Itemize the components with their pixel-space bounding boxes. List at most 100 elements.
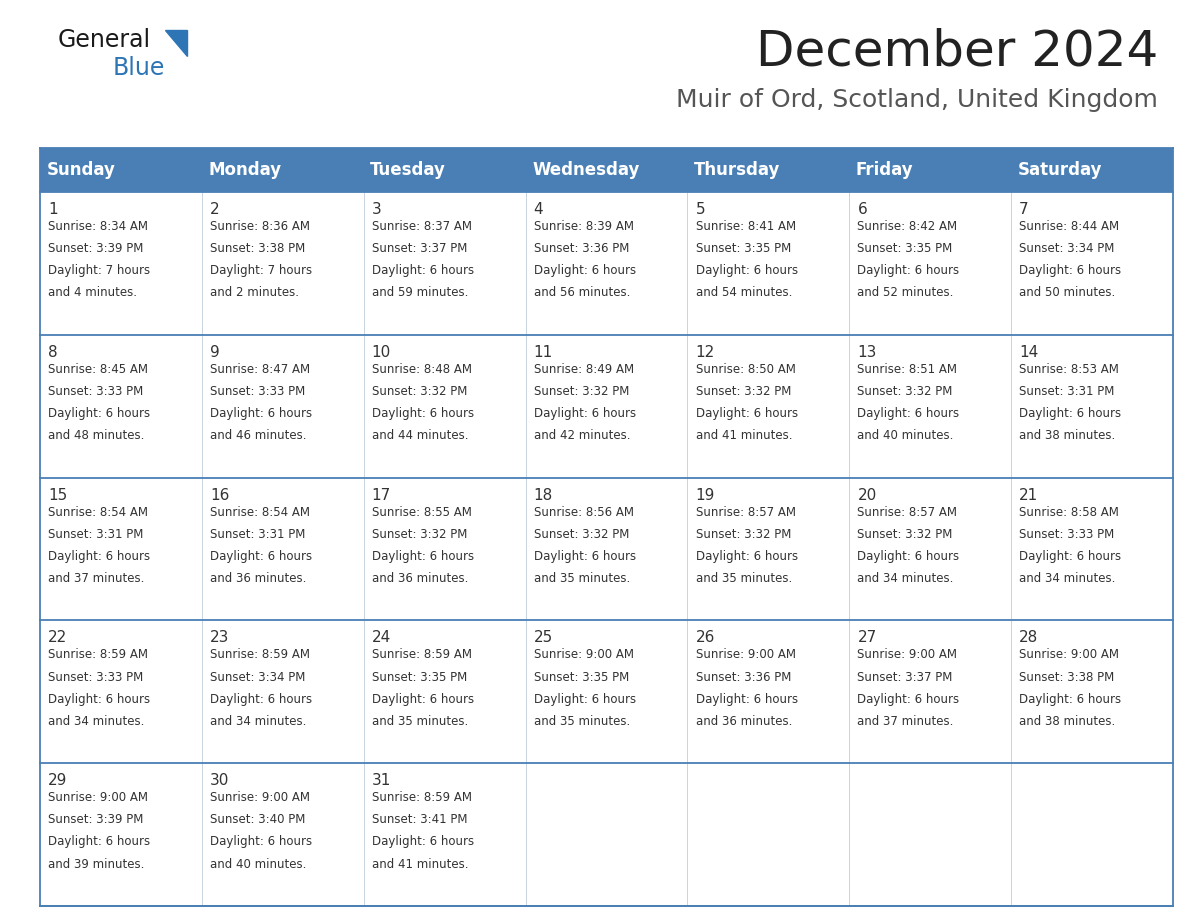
Text: 31: 31 xyxy=(372,773,391,789)
Text: Sunrise: 8:59 AM: Sunrise: 8:59 AM xyxy=(372,791,472,804)
Text: Daylight: 6 hours: Daylight: 6 hours xyxy=(533,550,636,563)
Text: 3: 3 xyxy=(372,202,381,217)
Text: and 35 minutes.: and 35 minutes. xyxy=(533,715,630,728)
Text: Sunset: 3:36 PM: Sunset: 3:36 PM xyxy=(695,670,791,684)
Text: Daylight: 6 hours: Daylight: 6 hours xyxy=(858,550,960,563)
Text: Sunrise: 8:44 AM: Sunrise: 8:44 AM xyxy=(1019,220,1119,233)
Text: Sunset: 3:31 PM: Sunset: 3:31 PM xyxy=(48,528,144,541)
Text: and 34 minutes.: and 34 minutes. xyxy=(210,715,307,728)
Text: and 37 minutes.: and 37 minutes. xyxy=(48,572,145,585)
Text: and 54 minutes.: and 54 minutes. xyxy=(695,286,792,299)
Text: Sunset: 3:31 PM: Sunset: 3:31 PM xyxy=(210,528,305,541)
Text: Sunset: 3:32 PM: Sunset: 3:32 PM xyxy=(695,385,791,397)
Text: and 36 minutes.: and 36 minutes. xyxy=(210,572,307,585)
Text: Sunrise: 8:49 AM: Sunrise: 8:49 AM xyxy=(533,363,633,375)
Bar xyxy=(40,477,1173,621)
Text: Sunset: 3:35 PM: Sunset: 3:35 PM xyxy=(858,242,953,255)
Text: Sunset: 3:33 PM: Sunset: 3:33 PM xyxy=(210,385,305,397)
Text: Sunset: 3:37 PM: Sunset: 3:37 PM xyxy=(372,242,467,255)
Text: Sunset: 3:32 PM: Sunset: 3:32 PM xyxy=(695,528,791,541)
Text: Sunrise: 8:47 AM: Sunrise: 8:47 AM xyxy=(210,363,310,375)
Text: and 41 minutes.: and 41 minutes. xyxy=(372,857,468,870)
Text: Sunrise: 8:58 AM: Sunrise: 8:58 AM xyxy=(1019,506,1119,519)
Text: and 35 minutes.: and 35 minutes. xyxy=(533,572,630,585)
Text: Blue: Blue xyxy=(113,56,165,80)
Text: 20: 20 xyxy=(858,487,877,502)
Text: Daylight: 6 hours: Daylight: 6 hours xyxy=(48,693,150,706)
Bar xyxy=(40,335,1173,477)
Text: Sunrise: 8:51 AM: Sunrise: 8:51 AM xyxy=(858,363,958,375)
Text: Tuesday: Tuesday xyxy=(371,161,446,179)
Text: Thursday: Thursday xyxy=(694,161,781,179)
Text: Muir of Ord, Scotland, United Kingdom: Muir of Ord, Scotland, United Kingdom xyxy=(676,88,1158,112)
Text: Sunrise: 9:00 AM: Sunrise: 9:00 AM xyxy=(695,648,796,661)
Text: 12: 12 xyxy=(695,345,715,360)
Text: Sunset: 3:35 PM: Sunset: 3:35 PM xyxy=(372,670,467,684)
Text: Sunset: 3:33 PM: Sunset: 3:33 PM xyxy=(48,670,144,684)
Text: Daylight: 6 hours: Daylight: 6 hours xyxy=(372,407,474,420)
Text: 16: 16 xyxy=(210,487,229,502)
Text: and 39 minutes.: and 39 minutes. xyxy=(48,857,145,870)
Text: and 38 minutes.: and 38 minutes. xyxy=(1019,715,1116,728)
Text: 24: 24 xyxy=(372,631,391,645)
Text: 1: 1 xyxy=(48,202,58,217)
Text: Sunset: 3:38 PM: Sunset: 3:38 PM xyxy=(1019,670,1114,684)
Text: and 44 minutes.: and 44 minutes. xyxy=(372,430,468,442)
Text: and 40 minutes.: and 40 minutes. xyxy=(858,430,954,442)
Text: Daylight: 6 hours: Daylight: 6 hours xyxy=(1019,407,1121,420)
Text: 7: 7 xyxy=(1019,202,1029,217)
Text: Sunset: 3:32 PM: Sunset: 3:32 PM xyxy=(533,385,628,397)
Text: Sunset: 3:36 PM: Sunset: 3:36 PM xyxy=(533,242,628,255)
Text: Daylight: 6 hours: Daylight: 6 hours xyxy=(695,693,797,706)
Text: Sunrise: 8:54 AM: Sunrise: 8:54 AM xyxy=(210,506,310,519)
Text: Sunrise: 8:48 AM: Sunrise: 8:48 AM xyxy=(372,363,472,375)
Text: Sunset: 3:31 PM: Sunset: 3:31 PM xyxy=(1019,385,1114,397)
Text: and 4 minutes.: and 4 minutes. xyxy=(48,286,137,299)
Text: Daylight: 6 hours: Daylight: 6 hours xyxy=(858,693,960,706)
Text: Sunrise: 9:00 AM: Sunrise: 9:00 AM xyxy=(1019,648,1119,661)
Bar xyxy=(40,192,1173,335)
Text: Daylight: 6 hours: Daylight: 6 hours xyxy=(533,693,636,706)
Text: and 34 minutes.: and 34 minutes. xyxy=(48,715,145,728)
Text: Sunrise: 8:57 AM: Sunrise: 8:57 AM xyxy=(858,506,958,519)
Text: Sunrise: 9:00 AM: Sunrise: 9:00 AM xyxy=(533,648,633,661)
Text: and 59 minutes.: and 59 minutes. xyxy=(372,286,468,299)
Text: Friday: Friday xyxy=(855,161,914,179)
Text: Daylight: 6 hours: Daylight: 6 hours xyxy=(210,550,312,563)
Text: Sunrise: 8:50 AM: Sunrise: 8:50 AM xyxy=(695,363,796,375)
Text: Sunset: 3:32 PM: Sunset: 3:32 PM xyxy=(858,528,953,541)
Text: Sunset: 3:41 PM: Sunset: 3:41 PM xyxy=(372,813,467,826)
Text: 18: 18 xyxy=(533,487,552,502)
Text: and 2 minutes.: and 2 minutes. xyxy=(210,286,299,299)
Text: Daylight: 6 hours: Daylight: 6 hours xyxy=(210,693,312,706)
Text: and 35 minutes.: and 35 minutes. xyxy=(695,572,791,585)
Text: Daylight: 6 hours: Daylight: 6 hours xyxy=(533,264,636,277)
Text: Sunrise: 9:00 AM: Sunrise: 9:00 AM xyxy=(210,791,310,804)
Text: Sunrise: 8:55 AM: Sunrise: 8:55 AM xyxy=(372,506,472,519)
Text: Sunset: 3:38 PM: Sunset: 3:38 PM xyxy=(210,242,305,255)
Text: Sunrise: 8:39 AM: Sunrise: 8:39 AM xyxy=(533,220,633,233)
Text: Wednesday: Wednesday xyxy=(532,161,639,179)
Text: Sunset: 3:32 PM: Sunset: 3:32 PM xyxy=(533,528,628,541)
Text: and 37 minutes.: and 37 minutes. xyxy=(858,715,954,728)
Text: Daylight: 6 hours: Daylight: 6 hours xyxy=(372,835,474,848)
Text: Sunrise: 8:54 AM: Sunrise: 8:54 AM xyxy=(48,506,148,519)
Text: Sunrise: 8:59 AM: Sunrise: 8:59 AM xyxy=(210,648,310,661)
Text: Daylight: 6 hours: Daylight: 6 hours xyxy=(1019,264,1121,277)
Text: Daylight: 6 hours: Daylight: 6 hours xyxy=(210,407,312,420)
Text: Daylight: 6 hours: Daylight: 6 hours xyxy=(372,264,474,277)
Polygon shape xyxy=(165,30,187,56)
Text: 22: 22 xyxy=(48,631,68,645)
Text: Daylight: 6 hours: Daylight: 6 hours xyxy=(695,264,797,277)
Text: Sunset: 3:37 PM: Sunset: 3:37 PM xyxy=(858,670,953,684)
Text: and 48 minutes.: and 48 minutes. xyxy=(48,430,145,442)
Text: 15: 15 xyxy=(48,487,68,502)
Text: Sunrise: 8:45 AM: Sunrise: 8:45 AM xyxy=(48,363,148,375)
Text: Daylight: 6 hours: Daylight: 6 hours xyxy=(858,407,960,420)
Text: Daylight: 6 hours: Daylight: 6 hours xyxy=(858,264,960,277)
Text: Sunset: 3:39 PM: Sunset: 3:39 PM xyxy=(48,242,144,255)
Text: Sunset: 3:33 PM: Sunset: 3:33 PM xyxy=(48,385,144,397)
Text: Sunset: 3:40 PM: Sunset: 3:40 PM xyxy=(210,813,305,826)
Text: Sunset: 3:32 PM: Sunset: 3:32 PM xyxy=(372,528,467,541)
Text: Sunrise: 8:37 AM: Sunrise: 8:37 AM xyxy=(372,220,472,233)
